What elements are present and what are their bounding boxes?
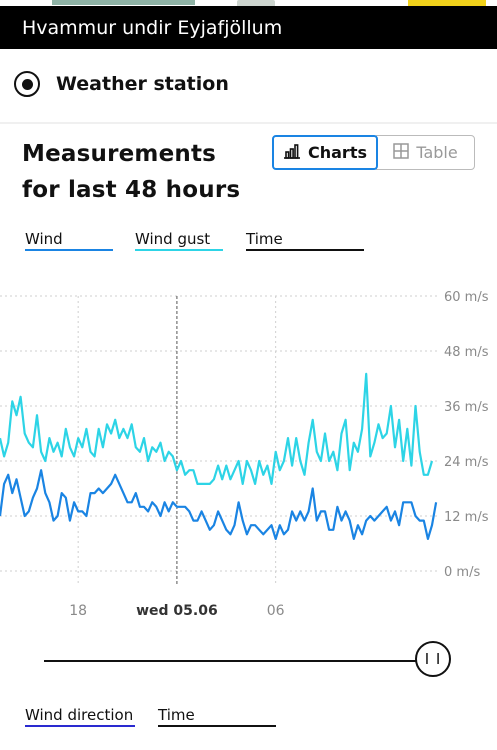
legend-time-label: Time <box>246 230 283 248</box>
pause-icon: I I <box>424 650 442 668</box>
station-label: Weather station <box>56 73 229 95</box>
legend-time-swatch <box>246 249 364 251</box>
y-tick-label: 12 m/s <box>444 510 489 525</box>
table-button[interactable]: Table <box>376 135 475 170</box>
tab-time-label: Time <box>158 706 195 724</box>
x-tick-label: 18 <box>69 603 87 619</box>
charts-button[interactable]: Charts <box>272 135 378 170</box>
map-tile <box>52 0 195 5</box>
y-tick-label: 24 m/s <box>444 455 489 470</box>
x-tick-label: wed 05.06 <box>136 603 218 619</box>
station-radio[interactable] <box>14 71 40 97</box>
section-divider <box>0 122 497 124</box>
tab-wind-direction-underline <box>25 725 135 727</box>
table-icon <box>393 142 410 163</box>
tab-wind-direction-label: Wind direction <box>25 706 134 724</box>
legend-wind-gust-swatch <box>135 249 223 251</box>
wind-gust-series-line <box>0 372 434 485</box>
panel-title-line2: for last 48 hours <box>22 177 241 203</box>
view-toggle: Charts Table <box>272 135 475 170</box>
location-title: Hvammur undir Eyjafjöllum <box>22 16 283 39</box>
x-tick-label: 06 <box>267 603 285 619</box>
legend-wind-swatch <box>25 249 113 251</box>
y-tick-label: 48 m/s <box>444 345 489 360</box>
legend-wind-gust[interactable]: Wind gust <box>135 230 223 251</box>
legend-time[interactable]: Time <box>246 230 364 251</box>
map-handle[interactable] <box>237 0 275 8</box>
time-slider-handle[interactable]: I I <box>415 641 451 677</box>
location-header: Hvammur undir Eyjafjöllum <box>0 6 497 49</box>
wind-chart[interactable]: 60 m/s 48 m/s 36 m/s 24 m/s 12 m/s 0 m/s 18 wed… <box>0 282 497 627</box>
panel-title-line1: Measurements <box>22 141 217 167</box>
legend-wind-gust-label: Wind gust <box>135 230 211 248</box>
y-tick-label: 36 m/s <box>444 400 489 415</box>
legend-wind-label: Wind <box>25 230 63 248</box>
charts-label: Charts <box>308 143 367 162</box>
tab-time-underline <box>158 725 276 727</box>
map-tile-highlight <box>408 0 486 6</box>
legend-wind[interactable]: Wind <box>25 230 113 251</box>
bar-chart-icon <box>283 143 301 163</box>
wind-series-line <box>0 469 438 540</box>
map-strip <box>0 0 497 8</box>
panel-title: Measurements for last 48 hours <box>22 136 240 208</box>
time-slider-track[interactable] <box>44 660 416 662</box>
table-label: Table <box>416 143 458 162</box>
tab-wind-direction[interactable]: Wind direction <box>25 706 135 727</box>
station-option[interactable]: Weather station <box>14 68 229 100</box>
y-tick-label: 0 m/s <box>444 565 480 580</box>
radio-selected-dot <box>21 78 33 90</box>
y-tick-label: 60 m/s <box>444 290 489 305</box>
tab-time[interactable]: Time <box>158 706 276 727</box>
